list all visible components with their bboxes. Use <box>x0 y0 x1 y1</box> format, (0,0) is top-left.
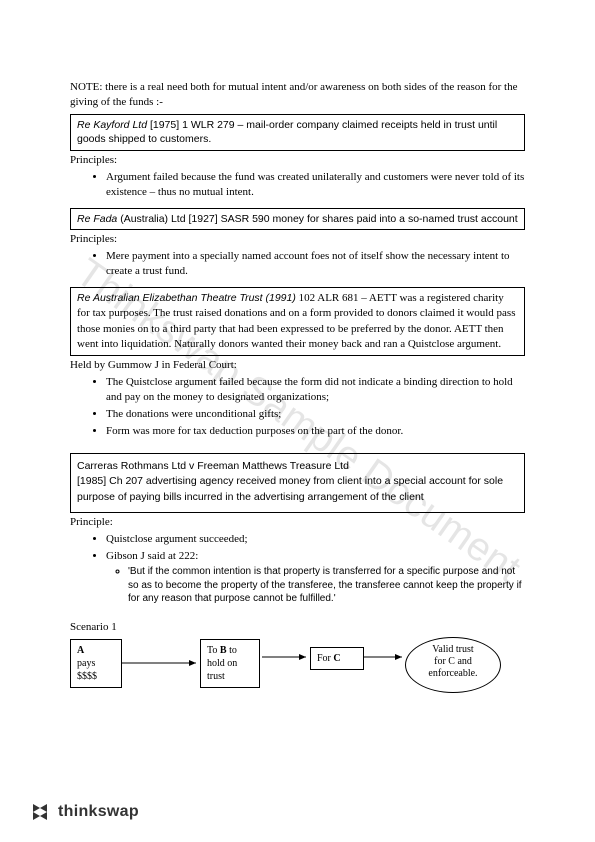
scenario-diagram: A pays $$$$ To To B toB to hold on trust… <box>70 639 525 709</box>
box-text: $$$$ <box>77 671 97 682</box>
case-title-rest: [1985] Ch 207 advertising agency receive… <box>77 474 518 506</box>
diagram-box-a: A pays $$$$ <box>70 639 122 688</box>
principles-list: Argument failed because the fund was cre… <box>70 170 525 200</box>
page-content: NOTE: there is a real need both for mutu… <box>0 0 595 749</box>
principle-list: Quistclose argument succeeded; Gibson J … <box>70 532 525 606</box>
held-label: Held by Gummow J in Federal Court: <box>70 358 525 373</box>
footer: thinkswap <box>28 800 139 824</box>
quote-text: 'But if the common intention is that pro… <box>128 565 525 606</box>
list-item: The Quistclose argument failed because t… <box>106 375 525 405</box>
list-item: Gibson J said at 222: 'But if the common… <box>106 549 525 606</box>
list-item: Argument failed because the fund was cre… <box>106 170 525 200</box>
list-item: Quistclose argument succeeded; <box>106 532 525 547</box>
box-text: hold on <box>207 658 237 669</box>
case-box-kayford: Re Kayford Ltd [1975] 1 WLR 279 – mail-o… <box>70 114 525 151</box>
principles-label: Principles: <box>70 232 525 247</box>
diagram-box-b: To To B toB to hold on trust <box>200 639 260 688</box>
thinkswap-logo-icon <box>28 800 52 824</box>
box-text: To To B toB to <box>207 645 237 656</box>
case-title-italic: Re Kayford Ltd <box>77 119 147 131</box>
case-box-fada: Re Fada (Australia) Ltd [1927] SASR 590 … <box>70 208 525 231</box>
principles-list: Mere payment into a specially named acco… <box>70 249 525 279</box>
held-list: The Quistclose argument failed because t… <box>70 375 525 438</box>
note-text: NOTE: there is a real need both for mutu… <box>70 80 525 110</box>
oval-text: enforceable. <box>428 668 477 679</box>
principles-label: Principles: <box>70 153 525 168</box>
box-text: pays <box>77 658 95 669</box>
list-item: Form was more for tax deduction purposes… <box>106 424 525 439</box>
oval-text: Valid trust <box>432 644 473 655</box>
footer-brand: thinkswap <box>58 803 139 821</box>
case-box-carreras: Carreras Rothmans Ltd v Freeman Matthews… <box>70 453 525 513</box>
box-text: For C <box>317 653 341 664</box>
scenario-label: Scenario 1 <box>70 620 525 635</box>
case-box-aett: Re Australian Elizabethan Theatre Trust … <box>70 287 525 357</box>
box-text: trust <box>207 671 225 682</box>
diagram-oval: Valid trust for C and enforceable. <box>405 637 501 693</box>
list-item-text: Gibson J said at 222: <box>106 550 198 562</box>
case-title-rest: (Australia) Ltd [1927] SASR 590 money fo… <box>117 213 517 225</box>
list-item: Mere payment into a specially named acco… <box>106 249 525 279</box>
case-title-italic: Re Australian Elizabethan Theatre Trust … <box>77 292 296 304</box>
diagram-box-c: For C <box>310 647 364 670</box>
box-text: A <box>77 645 84 656</box>
principle-label: Principle: <box>70 515 525 530</box>
case-title-italic: Re Fada <box>77 213 117 225</box>
case-title-italic: Carreras Rothmans Ltd v Freeman Matthews… <box>77 460 349 472</box>
list-item: The donations were unconditional gifts; <box>106 407 525 422</box>
oval-text: for C and <box>434 656 472 667</box>
